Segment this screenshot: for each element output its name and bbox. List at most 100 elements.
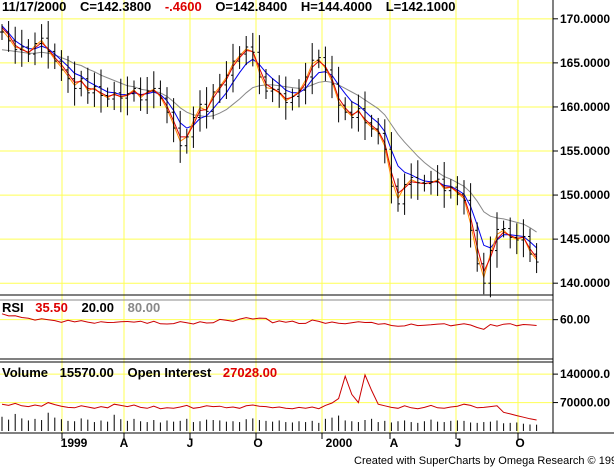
price-bar	[369, 114, 374, 137]
price-bar	[138, 77, 143, 111]
price-bar	[514, 223, 519, 255]
price-bar	[171, 98, 176, 143]
x-tick-label: 1999	[61, 436, 88, 450]
price-bar	[402, 173, 407, 215]
volume-value: 15570.00	[60, 365, 114, 380]
rsi-panel	[1, 313, 537, 330]
price-bar	[231, 43, 235, 93]
price-bar	[316, 49, 321, 69]
price-bar	[178, 110, 183, 163]
price-bar	[382, 119, 387, 164]
price-bar	[46, 21, 51, 69]
price-bar	[250, 32, 255, 67]
x-tick-label: O	[253, 436, 262, 450]
price-tick-label: 155.0000	[560, 144, 610, 158]
price-bar	[13, 26, 18, 64]
open-interest-line	[1, 373, 537, 421]
price-bar	[283, 76, 288, 120]
ma-mid-line	[1, 25, 537, 249]
price-bar	[237, 46, 242, 70]
price-bar	[52, 43, 57, 70]
price-bar	[409, 163, 414, 199]
price-bar	[33, 32, 37, 66]
price-bar	[112, 81, 117, 111]
price-bar	[19, 29, 24, 67]
price-bar	[165, 87, 169, 124]
price-bar	[429, 170, 433, 195]
price-bar	[105, 87, 110, 107]
rsi-value: 35.50	[35, 300, 68, 315]
price-bar	[290, 88, 295, 111]
x-tick-label: J	[187, 436, 194, 450]
header-date: 11/17/2000	[2, 0, 66, 14]
price-bar	[442, 162, 447, 208]
price-bar	[277, 75, 282, 108]
price-bar	[191, 106, 196, 148]
price-bar	[270, 78, 275, 103]
rsi-line	[1, 313, 537, 330]
price-bar	[224, 61, 229, 100]
x-tick-label: A	[120, 436, 129, 450]
price-bar	[0, 24, 4, 40]
price-bar	[376, 117, 381, 145]
price-bar	[6, 21, 11, 52]
price-bar	[66, 55, 70, 93]
price-bar	[85, 67, 90, 104]
price-tick-label: 150.0000	[560, 188, 610, 202]
volume-tick-label: 70000.00	[560, 396, 610, 410]
price-bar	[448, 179, 453, 199]
price-bar	[481, 252, 486, 295]
header-change: -.4600	[165, 0, 202, 14]
price-tick-label: 160.0000	[560, 100, 610, 114]
volume-label: Volume	[2, 365, 48, 380]
rsi-label: RSI	[2, 300, 24, 315]
price-bar	[264, 69, 268, 100]
price-bar	[356, 94, 361, 132]
price-bar	[475, 222, 480, 272]
price-bar	[310, 43, 315, 95]
price-bar	[501, 220, 506, 238]
grid-layer	[0, 0, 553, 433]
x-tick-label: 2000	[326, 436, 353, 450]
header-open: O=142.8400	[215, 0, 287, 14]
header-high: H=144.4000	[301, 0, 372, 14]
price-bar	[257, 35, 262, 95]
rsi-tick-label: 60.00	[560, 313, 590, 327]
price-bar	[363, 91, 367, 140]
x-tick-label: A	[390, 436, 399, 450]
price-bar	[145, 76, 150, 114]
oi-label: Open Interest	[127, 365, 211, 380]
rsi-legend: RSI 35.50 20.00 80.00	[2, 300, 160, 315]
price-bar	[336, 66, 341, 123]
price-bar	[244, 35, 249, 66]
price-bar	[72, 61, 77, 106]
price-bar	[323, 46, 328, 81]
price-bar	[455, 176, 460, 206]
price-bar	[184, 128, 189, 154]
price-bar	[39, 24, 44, 58]
x-tick-label: O	[515, 436, 524, 450]
header-close: C=142.3800	[80, 0, 151, 14]
axis-labels: 170.0000 165.0000 160.0000 155.0000 150.0000…	[61, 12, 611, 450]
price-bar	[99, 69, 103, 113]
ma-short-line	[1, 27, 537, 274]
price-bar	[118, 78, 123, 113]
price-bar	[521, 219, 526, 258]
price-bar	[389, 132, 394, 204]
oi-value: 27028.00	[223, 365, 277, 380]
price-panel	[0, 21, 539, 298]
price-bar	[422, 174, 427, 192]
price-bar	[462, 180, 466, 215]
price-bar	[528, 228, 532, 263]
ma-long-line	[1, 49, 537, 233]
header-line: 11/17/2000 C=142.3800 -.4600 O=142.8400 …	[2, 0, 455, 14]
price-bar	[508, 217, 513, 249]
price-bar	[297, 79, 301, 108]
volume-tick-label: 140000.0	[560, 367, 610, 381]
price-tick-label: 170.0000	[560, 12, 610, 26]
price-bar	[59, 50, 64, 81]
credit-text: Created with SuperCharts by Omega Resear…	[354, 455, 614, 467]
price-bar	[158, 80, 163, 107]
price-bar	[303, 62, 308, 105]
